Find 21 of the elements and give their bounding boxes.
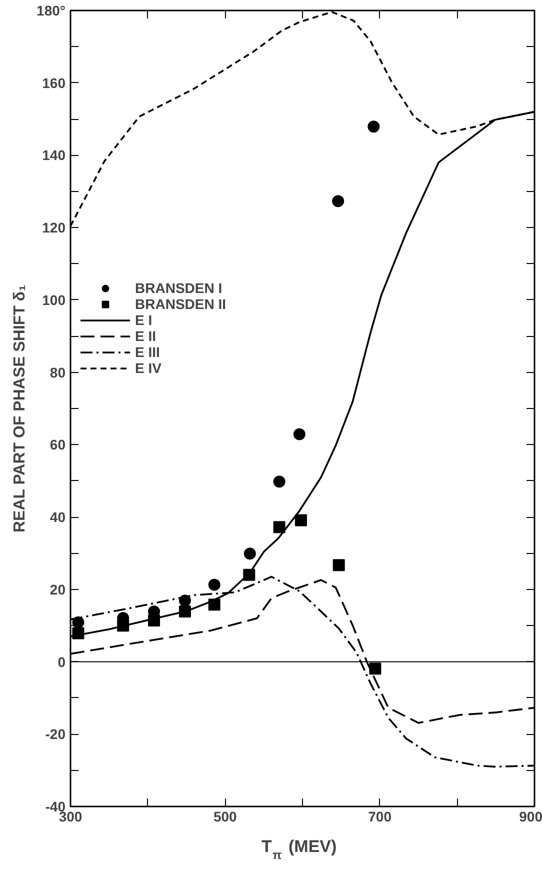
legend-label: E II — [135, 328, 156, 344]
y-tick-label: 80 — [50, 364, 66, 380]
y-tick-label: 0 — [58, 654, 66, 670]
y-axis-title: REAL PART OF PHASE SHIFT δ₁ — [12, 284, 29, 533]
legend-label: E I — [135, 312, 154, 328]
y-tick-label: 20 — [50, 581, 66, 598]
y-tick-label: 140 — [42, 147, 66, 164]
x-tick-label: 700 — [368, 808, 392, 824]
y-tick-label: 160 — [42, 74, 66, 91]
legend-label: BRANSDEN I — [135, 280, 222, 296]
y-tick-label: 100 — [42, 292, 66, 308]
legend-label: E III — [135, 344, 160, 360]
x-tick-label: 500 — [213, 808, 238, 824]
y-tick-label: -20 — [45, 726, 66, 742]
x-tick-label: 900 — [519, 808, 542, 824]
y-tick-label: 120 — [42, 220, 66, 236]
y-tick-label: 40 — [50, 509, 66, 526]
legend-label: E IV — [135, 360, 162, 376]
legend-label: BRANSDEN II — [135, 296, 226, 312]
y-tick-label: 180° — [36, 2, 66, 18]
y-tick-label: 60 — [50, 436, 66, 453]
